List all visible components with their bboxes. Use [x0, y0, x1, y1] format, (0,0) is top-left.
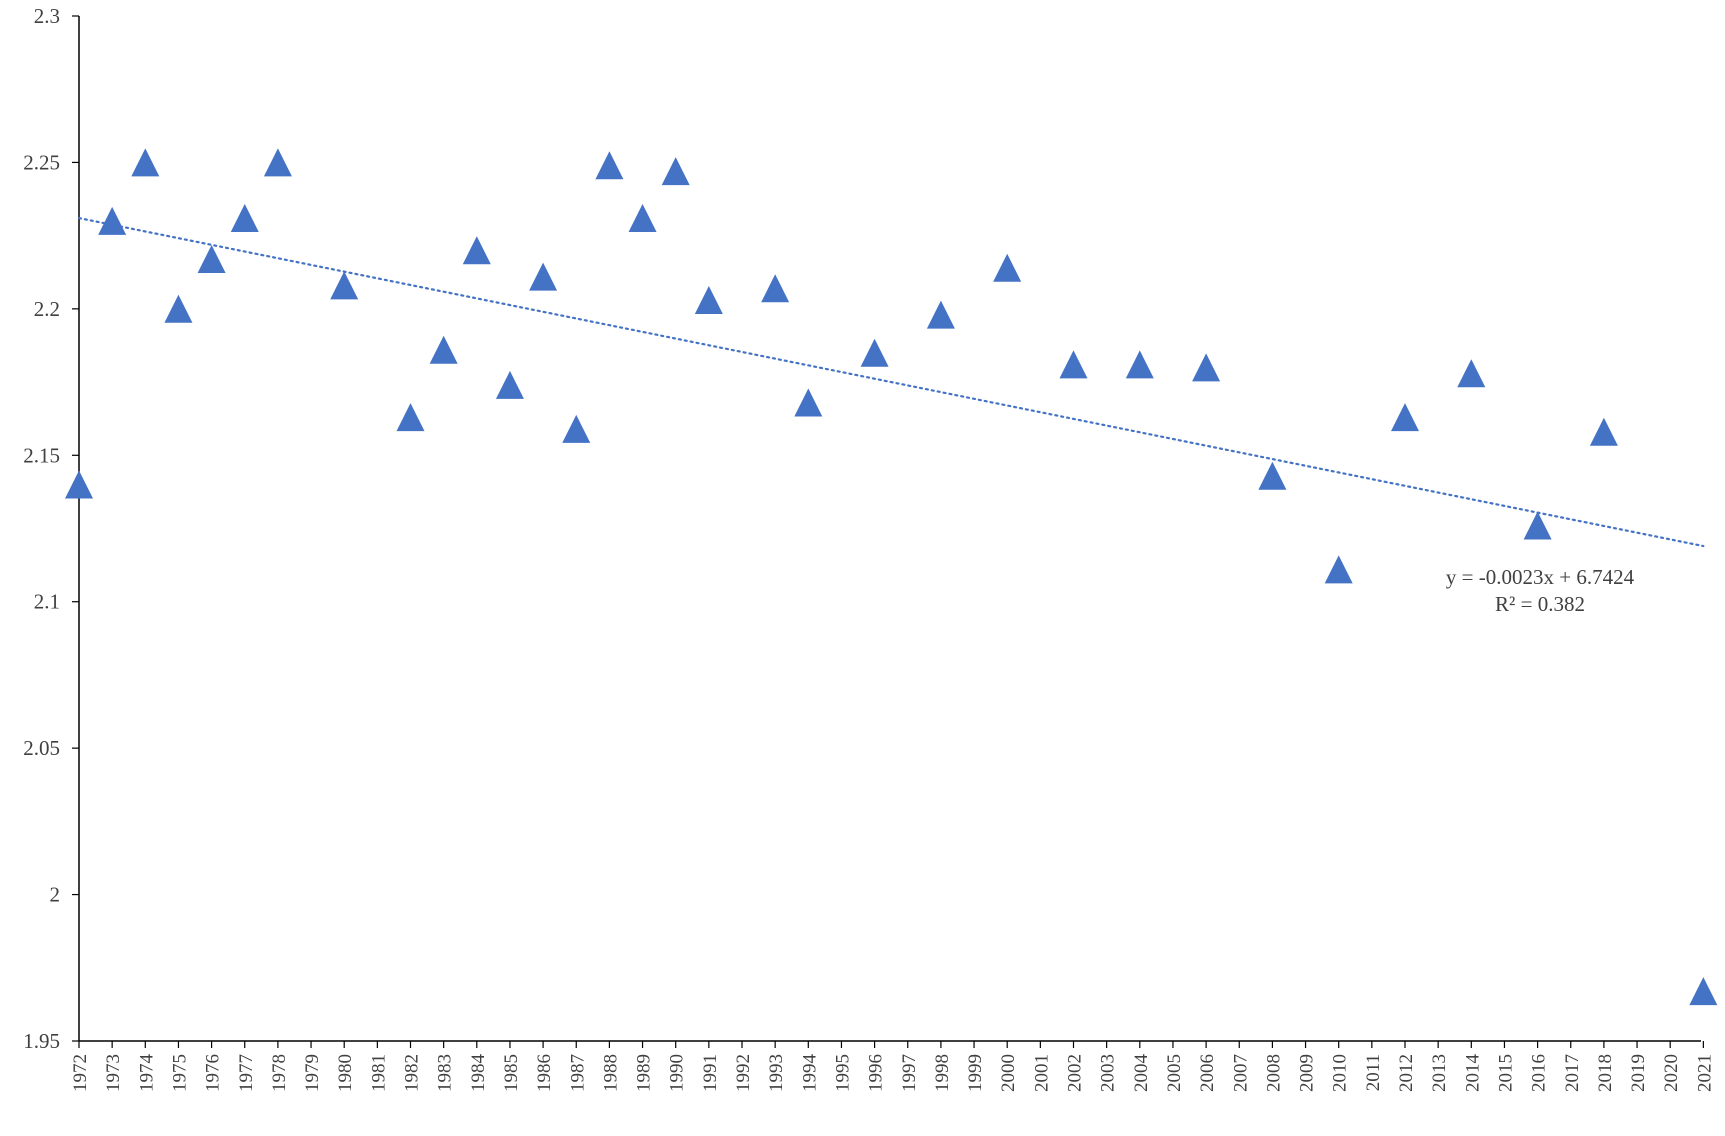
y-tick-label: 2.2 — [34, 297, 60, 321]
data-point-triangle — [396, 403, 425, 432]
data-point-triangle — [230, 204, 259, 232]
x-tick-label: 2013 — [1429, 1054, 1450, 1092]
data-point-triangle — [429, 335, 458, 364]
data-point-triangle — [1125, 350, 1154, 379]
x-tick-label: 2017 — [1562, 1054, 1583, 1092]
x-tick-label: 1974 — [136, 1054, 157, 1093]
x-tick-label: 1987 — [567, 1054, 588, 1092]
y-tick-label: 2.1 — [34, 590, 60, 614]
x-tick-label: 1988 — [600, 1054, 621, 1092]
data-point-triangle — [1523, 511, 1552, 540]
x-tick-label: 1981 — [368, 1054, 389, 1092]
trendline-r-squared: R² = 0.382 — [1495, 592, 1585, 616]
x-tick-label: 2006 — [1197, 1054, 1218, 1092]
data-point-triangle — [1391, 403, 1419, 432]
x-tick-label: 2014 — [1462, 1054, 1483, 1093]
data-point-triangle — [330, 271, 359, 300]
x-tick-label: 1977 — [236, 1054, 257, 1092]
data-point-triangle — [993, 253, 1022, 282]
x-tick-label: 2016 — [1529, 1054, 1550, 1092]
y-axis-ticks: 1.95 2 2.05 2.1 2.15 2.2 2.25 2.3 — [23, 4, 79, 1053]
x-tick-label: 1997 — [899, 1054, 920, 1092]
y-tick-label: 2.25 — [23, 150, 60, 174]
data-point-triangle — [926, 300, 955, 329]
data-point-triangle — [761, 274, 790, 303]
x-tick-label: 2001 — [1031, 1054, 1052, 1092]
x-tick-label: 1983 — [435, 1054, 456, 1092]
x-tick-label: 2000 — [998, 1054, 1019, 1092]
x-axis-ticks: 1972 1973 1974 1975 1976 1977 1978 1979 1980 1981… — [70, 1041, 1715, 1092]
x-tick-label: 1979 — [302, 1054, 323, 1092]
x-tick-label: 1985 — [501, 1054, 522, 1092]
data-point-triangle — [164, 294, 193, 323]
x-tick-label: 2011 — [1363, 1054, 1384, 1091]
x-tick-label: 1984 — [468, 1054, 489, 1093]
x-tick-label: 1996 — [866, 1054, 887, 1092]
data-point-triangle — [263, 148, 292, 177]
data-point-triangle — [1324, 555, 1353, 584]
x-tick-label: 2018 — [1595, 1054, 1616, 1092]
data-point-triangle — [1589, 417, 1618, 446]
data-point-triangle — [495, 370, 524, 399]
data-point-triangle — [694, 286, 723, 314]
x-tick-label: 2004 — [1131, 1054, 1152, 1093]
x-tick-label: 1982 — [402, 1054, 423, 1092]
x-tick-label: 2019 — [1628, 1054, 1649, 1092]
data-points — [65, 148, 1718, 1006]
y-tick-label: 2 — [50, 883, 61, 907]
x-tick-label: 1975 — [169, 1054, 190, 1092]
x-tick-label: 1990 — [667, 1054, 688, 1092]
y-tick-label: 1.95 — [23, 1029, 60, 1053]
x-tick-label: 1972 — [70, 1054, 91, 1092]
x-tick-label: 2015 — [1495, 1054, 1516, 1092]
x-tick-label: 1976 — [203, 1054, 224, 1092]
x-tick-label: 2005 — [1164, 1054, 1185, 1092]
data-point-triangle — [595, 151, 624, 180]
x-tick-label: 2003 — [1098, 1054, 1119, 1092]
data-point-triangle — [1059, 350, 1088, 379]
data-point-triangle — [197, 245, 226, 273]
trendline-equation: y = -0.0023x + 6.7424 — [1446, 565, 1635, 589]
x-tick-label: 1993 — [766, 1054, 787, 1092]
data-point-triangle — [794, 388, 823, 417]
y-tick-label: 2.15 — [23, 443, 60, 467]
x-tick-label: 1992 — [733, 1054, 754, 1092]
y-tick-label: 2.3 — [34, 4, 60, 28]
x-tick-label: 1995 — [832, 1054, 853, 1092]
data-point-triangle — [860, 338, 889, 367]
x-tick-label: 1999 — [965, 1054, 986, 1092]
x-tick-label: 2021 — [1694, 1054, 1715, 1092]
data-point-triangle — [1457, 359, 1486, 388]
data-point-triangle — [1689, 977, 1718, 1006]
data-point-triangle — [628, 204, 657, 232]
x-tick-label: 1991 — [700, 1054, 721, 1092]
data-point-triangle — [529, 262, 558, 291]
x-tick-label: 2020 — [1661, 1054, 1682, 1092]
data-point-triangle — [1192, 353, 1221, 382]
x-tick-label: 1994 — [799, 1054, 820, 1093]
x-tick-label: 2009 — [1297, 1054, 1318, 1092]
trendline — [77, 216, 1705, 548]
x-tick-label: 2007 — [1230, 1054, 1251, 1092]
data-point-triangle — [1258, 461, 1287, 490]
data-point-triangle — [661, 157, 690, 186]
data-point-triangle — [562, 414, 591, 443]
data-point-triangle — [65, 470, 93, 499]
data-point-triangle — [131, 148, 160, 177]
y-tick-label: 2.05 — [23, 736, 60, 760]
x-tick-label: 2010 — [1330, 1054, 1351, 1092]
data-point-triangle — [98, 206, 127, 235]
x-tick-label: 2002 — [1065, 1054, 1086, 1092]
x-tick-label: 2012 — [1396, 1054, 1417, 1092]
x-tick-label: 1989 — [634, 1054, 655, 1092]
x-tick-label: 1986 — [534, 1054, 555, 1092]
x-tick-label: 1980 — [335, 1054, 356, 1092]
x-tick-label: 1973 — [103, 1054, 124, 1092]
x-tick-label: 1978 — [269, 1054, 290, 1092]
x-tick-label: 2008 — [1263, 1054, 1284, 1092]
data-point-triangle — [462, 236, 491, 265]
x-tick-label: 1998 — [932, 1054, 953, 1092]
